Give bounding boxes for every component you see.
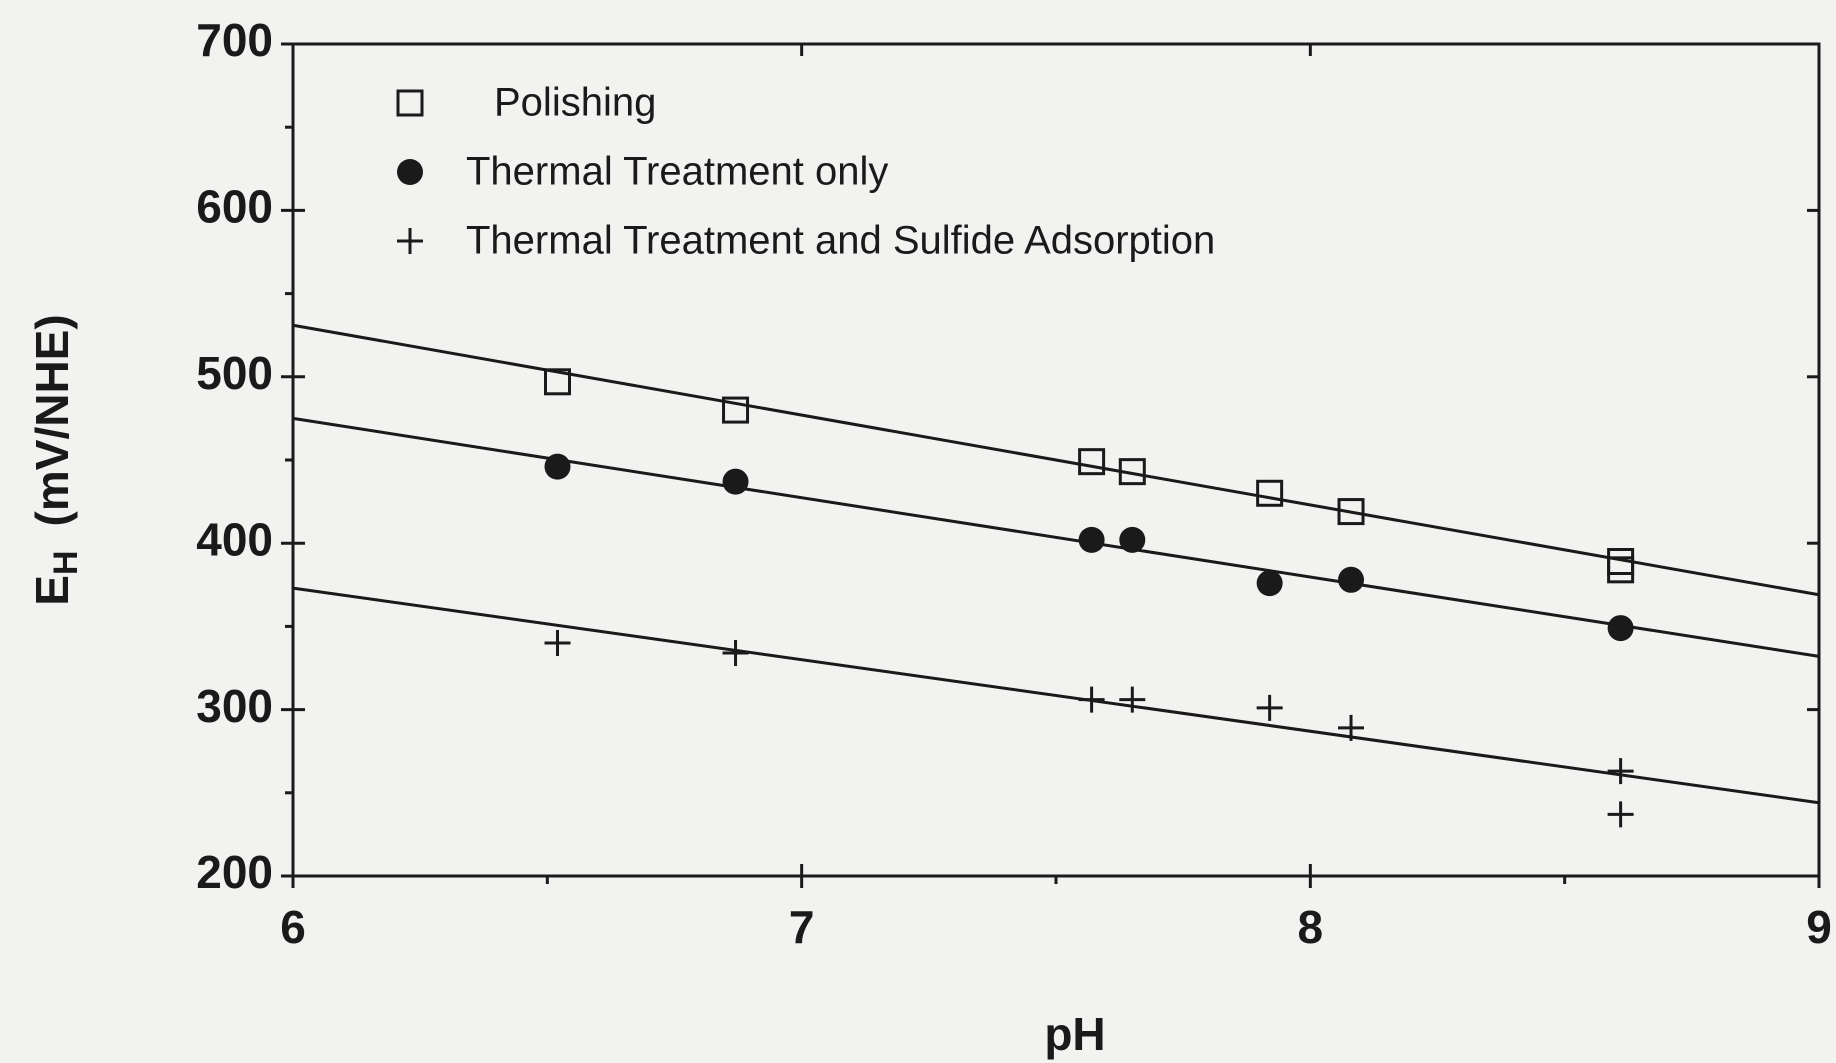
square-marker bbox=[1607, 556, 1635, 584]
legend-label: Thermal Treatment and Sulfide Adsorption bbox=[466, 219, 1215, 263]
legend-marker bbox=[397, 228, 423, 254]
square-marker bbox=[1078, 448, 1106, 476]
plus-marker bbox=[722, 640, 749, 667]
plus-marker bbox=[1607, 758, 1634, 785]
square-marker bbox=[722, 396, 750, 424]
circle-marker bbox=[1607, 615, 1634, 642]
fit-line bbox=[292, 323, 1820, 597]
fit-line bbox=[292, 586, 1820, 805]
legend-marker bbox=[397, 159, 423, 185]
y-tick-label: 200 bbox=[196, 846, 273, 898]
plus-marker bbox=[1338, 714, 1365, 741]
circle-marker bbox=[722, 468, 749, 495]
y-axis-label: EH (mV/NHE) bbox=[26, 314, 85, 605]
fit-line bbox=[292, 416, 1820, 658]
plus-marker bbox=[1256, 694, 1283, 721]
y-axis-label-sub: H bbox=[47, 550, 85, 575]
circle-marker bbox=[544, 453, 571, 480]
plus-marker bbox=[1607, 801, 1634, 828]
y-tick-label: 400 bbox=[196, 513, 273, 565]
y-tick-label: 700 bbox=[196, 14, 273, 66]
x-axis-label: pH bbox=[1044, 1008, 1105, 1060]
legend-label: Polishing bbox=[494, 81, 656, 125]
x-tick-label: 9 bbox=[1806, 901, 1832, 953]
square-marker bbox=[1256, 479, 1284, 507]
circle-marker bbox=[1119, 526, 1146, 553]
legend-marker bbox=[396, 89, 424, 117]
y-tick-label: 500 bbox=[196, 347, 273, 399]
square-marker bbox=[544, 368, 572, 396]
y-axis-label-main: E bbox=[26, 575, 78, 606]
y-tick-label: 300 bbox=[196, 680, 273, 732]
y-tick-label: 600 bbox=[196, 181, 273, 233]
plus-marker bbox=[544, 630, 571, 657]
square-marker bbox=[1337, 498, 1365, 526]
legend-label: Thermal Treatment only bbox=[466, 150, 888, 194]
x-tick-label: 7 bbox=[789, 901, 815, 953]
square-marker bbox=[1118, 458, 1146, 486]
x-tick-label: 6 bbox=[280, 901, 306, 953]
plus-marker bbox=[1119, 686, 1146, 713]
y-axis-label-unit: (mV/NHE) bbox=[26, 314, 78, 526]
circle-marker bbox=[1338, 566, 1365, 593]
circle-marker bbox=[1256, 570, 1283, 597]
circle-marker bbox=[1078, 526, 1105, 553]
plus-marker bbox=[1078, 686, 1105, 713]
x-tick-label: 8 bbox=[1298, 901, 1324, 953]
